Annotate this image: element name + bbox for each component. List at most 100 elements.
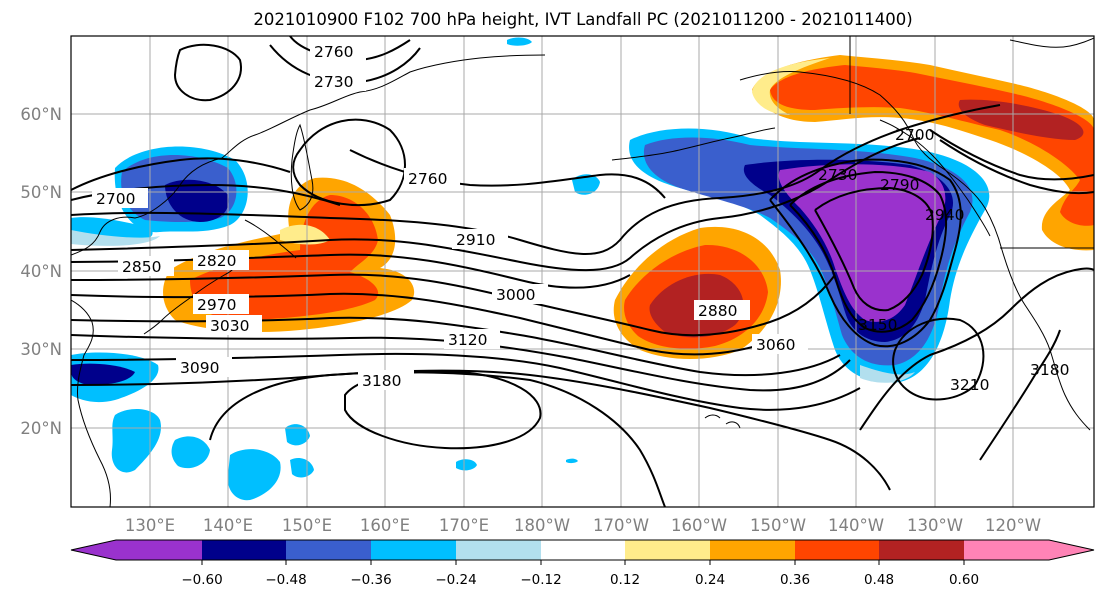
- contour-3150-outer: [209, 371, 666, 507]
- colorbar-segment: [456, 540, 541, 560]
- shade-speckle-f: [456, 459, 477, 471]
- shade-alaska-pale: [752, 58, 830, 115]
- colorbar-tick-label: 0.36: [780, 572, 810, 588]
- contour-label: 2940: [925, 206, 964, 224]
- coastline-kurils: [244, 219, 297, 259]
- lon-tick: 150°W: [750, 516, 806, 535]
- coastline-bc: [879, 119, 991, 237]
- colorbar-segment: [625, 540, 710, 560]
- colorbar-tick-label: 0.48: [864, 572, 894, 588]
- contour-label: 3060: [756, 336, 795, 354]
- colorbar-extend-right: [1049, 540, 1094, 560]
- shade-goa-purple: [778, 164, 946, 322]
- lon-tick: 180°W: [514, 516, 570, 535]
- lon-tick: 170°E: [439, 516, 489, 535]
- shade-speckle-g: [566, 458, 578, 464]
- shade-speckle-d: [285, 424, 310, 446]
- shade-speckle-e: [290, 458, 314, 478]
- contour-east-1: [859, 267, 1094, 431]
- colorbar-tick-label: −0.60: [181, 572, 222, 588]
- shade-speckle-a: [111, 408, 161, 473]
- colorbar-tick-label: −0.48: [265, 572, 306, 588]
- contour-label: 2910: [456, 231, 495, 249]
- lon-tick-labels: 130°E 140°E 150°E 160°E 170°E 180°W 170°…: [125, 516, 1041, 535]
- colorbar-extend-left: [71, 540, 116, 560]
- contour-ring-1: [173, 43, 242, 102]
- coastline-aleutians: [611, 127, 776, 161]
- contour-gulf-2: [789, 170, 948, 333]
- contour-3a: [71, 157, 291, 191]
- colorbar-segment: [964, 540, 1049, 560]
- colorbar-segment: [371, 540, 456, 560]
- map-frame: [70, 35, 1095, 508]
- contour-label: 2760: [408, 170, 447, 188]
- contour-label: 3030: [210, 317, 249, 335]
- lon-tick: 160°E: [360, 516, 410, 535]
- gridlines: [71, 36, 1094, 507]
- contour-label: 2730: [314, 73, 353, 91]
- shade-subtropical-speckle-dark: [71, 363, 135, 385]
- colorbar: −0.60 −0.48 −0.36 −0.24 −0.12 0.12 0.24 …: [70, 539, 1095, 588]
- lon-tick: 140°E: [203, 516, 253, 535]
- shade-speckle-h: [507, 37, 532, 46]
- coastline-kamchatka: [290, 123, 314, 211]
- lon-tick: 170°W: [593, 516, 649, 535]
- colorbar-outline: [70, 539, 1095, 561]
- lat-tick: 20°N: [20, 419, 62, 438]
- colorbar-tick-label: 0.60: [949, 572, 979, 588]
- lon-tick: 120°W: [985, 516, 1041, 535]
- contour-label: 3180: [1030, 361, 1069, 379]
- coastline-hawaii: [704, 414, 741, 429]
- contour-label: 3090: [180, 359, 219, 377]
- shade-speckle-b: [171, 436, 210, 469]
- contour-east-north-2: [939, 139, 1094, 195]
- shade-goa-pale: [860, 365, 915, 383]
- coastline-hudson: [1009, 37, 1094, 48]
- contour-label: 2700: [895, 126, 934, 144]
- shade-okhotsk-dark: [165, 179, 229, 222]
- lat-tick: 30°N: [20, 340, 62, 359]
- colorbar-segment: [202, 540, 286, 560]
- contour-label: 2880: [698, 302, 737, 320]
- colorbar-segment: [116, 540, 202, 560]
- contour-2820: [71, 253, 631, 289]
- contour-ring-2: [292, 118, 406, 206]
- colorbar-segment: [879, 540, 964, 560]
- map-area: 2760 2730 2760 2700 2910 2850 2820 3000 …: [71, 36, 1094, 507]
- colorbar-tick-label: −0.12: [520, 572, 561, 588]
- contour-gulf-3: [814, 186, 934, 312]
- contour-label: 3000: [496, 286, 535, 304]
- contour-label: 2850: [122, 258, 161, 276]
- coastline-asia: [71, 54, 546, 256]
- colorbar-tick-label: −0.36: [350, 572, 391, 588]
- coastline-alaska: [739, 71, 1003, 251]
- contour-label: 3180: [362, 372, 401, 390]
- lon-tick: 140°W: [828, 516, 884, 535]
- colorbar-segment: [286, 540, 371, 560]
- contour-label: 2970: [197, 296, 236, 314]
- contour-2760-mid: [349, 149, 666, 199]
- contour-label: 3210: [950, 376, 989, 394]
- contour-3060: [71, 334, 851, 392]
- lat-tick: 50°N: [20, 183, 62, 202]
- contour-3120: [71, 369, 891, 491]
- colorbar-segment: [541, 540, 625, 560]
- contour-label: 2760: [314, 43, 353, 61]
- lat-tick: 60°N: [20, 105, 62, 124]
- shade-goa-dot: [572, 174, 600, 195]
- contour-label: 2820: [197, 252, 236, 270]
- contour-labels: 2760 2730 2760 2700 2910 2850 2820 3000 …: [92, 41, 1069, 394]
- contour-label: 3120: [448, 331, 487, 349]
- lon-tick: 130°W: [907, 516, 963, 535]
- colorbar-tick-label: −0.24: [435, 572, 476, 588]
- shade-speckle-c: [227, 449, 281, 501]
- contour-3210-high: [892, 317, 985, 401]
- lat-tick-labels: 60°N 50°N 40°N 30°N 20°N: [20, 105, 62, 438]
- contour-gulf-1: [769, 158, 962, 348]
- lon-tick: 150°E: [282, 516, 332, 535]
- colorbar-segment: [795, 540, 879, 560]
- contour-3000: [71, 273, 836, 337]
- lat-tick: 40°N: [20, 262, 62, 281]
- shade-japan-pale: [280, 224, 330, 245]
- contour-label: 2730: [818, 166, 857, 184]
